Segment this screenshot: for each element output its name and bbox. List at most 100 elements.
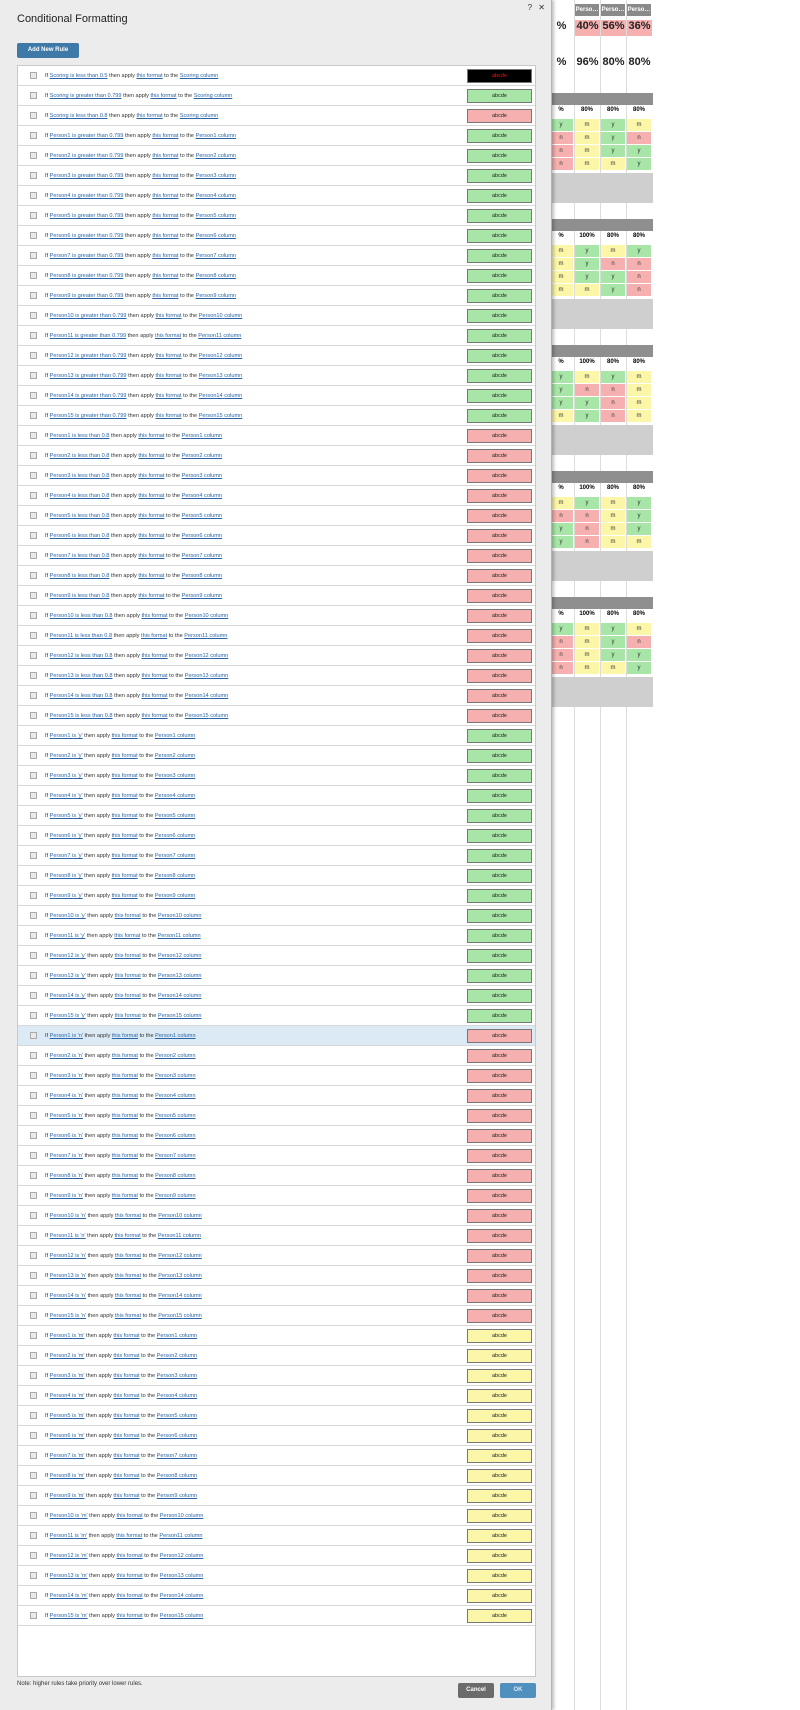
rule-format-link[interactable]: this format xyxy=(111,1173,138,1179)
rule-row[interactable]: If Person2 is greater than 0.799 then ap… xyxy=(18,146,535,166)
rule-target-column-link[interactable]: Person7 column xyxy=(157,1453,197,1459)
format-preview-swatch[interactable]: abcde xyxy=(467,1549,532,1563)
format-preview-swatch[interactable]: abcde xyxy=(467,329,532,343)
rule-format-link[interactable]: this format xyxy=(152,233,179,239)
rule-delete-icon[interactable] xyxy=(30,852,37,859)
rule-condition-link[interactable]: Person8 is less than 0.8 xyxy=(50,573,110,579)
format-preview-swatch[interactable]: abcde xyxy=(467,349,532,363)
format-preview-swatch[interactable]: abcde xyxy=(467,409,532,423)
rule-format-link[interactable]: this format xyxy=(152,253,179,259)
rule-row[interactable]: If Person4 is greater than 0.799 then ap… xyxy=(18,186,535,206)
rule-row[interactable]: If Person15 is 'y' then apply this forma… xyxy=(18,1006,535,1026)
rule-delete-icon[interactable] xyxy=(30,1612,37,1619)
rule-row[interactable]: If Person5 is 'n' then apply this format… xyxy=(18,1106,535,1126)
add-new-rule-button[interactable]: Add New Rule xyxy=(17,43,79,58)
rule-condition-link[interactable]: Person13 is 'y' xyxy=(50,973,86,979)
rule-row[interactable]: If Person12 is 'm' then apply this forma… xyxy=(18,1546,535,1566)
rule-format-link[interactable]: this format xyxy=(114,1313,142,1319)
rule-row[interactable]: If Person10 is 'n' then apply this forma… xyxy=(18,1206,535,1226)
rule-format-link[interactable]: this format xyxy=(155,353,182,359)
rule-target-column-link[interactable]: Person1 column xyxy=(157,1333,197,1339)
rule-target-column-link[interactable]: Person15 column xyxy=(158,1013,202,1019)
rule-delete-icon[interactable] xyxy=(30,1372,37,1379)
rule-format-link[interactable]: this format xyxy=(116,1513,143,1519)
format-preview-swatch[interactable]: abcde xyxy=(467,669,532,683)
rule-condition-link[interactable]: Person9 is less than 0.8 xyxy=(50,593,110,599)
rule-condition-link[interactable]: Person4 is 'n' xyxy=(50,1093,83,1099)
rule-target-column-link[interactable]: Person6 column xyxy=(155,833,195,839)
rule-format-link[interactable]: this format xyxy=(155,333,182,339)
format-preview-swatch[interactable]: abcde xyxy=(467,189,532,203)
format-preview-swatch[interactable]: abcde xyxy=(467,1089,532,1103)
rule-delete-icon[interactable] xyxy=(30,492,37,499)
rule-row[interactable]: If Person13 is less than 0.8 then apply … xyxy=(18,666,535,686)
rule-format-link[interactable]: this format xyxy=(114,993,141,999)
rule-format-link[interactable]: this format xyxy=(136,113,163,119)
rule-delete-icon[interactable] xyxy=(30,812,37,819)
rule-delete-icon[interactable] xyxy=(30,472,37,479)
rule-row[interactable]: If Person2 is 'm' then apply this format… xyxy=(18,1346,535,1366)
rule-format-link[interactable]: this format xyxy=(114,953,141,959)
rule-row[interactable]: If Person11 is 'm' then apply this forma… xyxy=(18,1526,535,1546)
rule-target-column-link[interactable]: Person12 column xyxy=(158,953,202,959)
format-preview-swatch[interactable]: abcde xyxy=(467,949,532,963)
rule-target-column-link[interactable]: Person15 column xyxy=(160,1613,204,1619)
rule-target-column-link[interactable]: Person13 column xyxy=(158,973,202,979)
rule-condition-link[interactable]: Person7 is greater than 0.799 xyxy=(50,253,124,259)
rule-row[interactable]: If Person4 is 'n' then apply this format… xyxy=(18,1086,535,1106)
rule-condition-link[interactable]: Person10 is 'm' xyxy=(50,1513,88,1519)
rule-target-column-link[interactable]: Scoring column xyxy=(180,73,219,79)
rule-format-link[interactable]: this format xyxy=(113,1353,140,1359)
format-preview-swatch[interactable]: abcde xyxy=(467,1589,532,1603)
rule-target-column-link[interactable]: Person10 column xyxy=(158,913,202,919)
rule-format-link[interactable]: this format xyxy=(111,793,138,799)
rule-row[interactable]: If Person11 is 'n' then apply this forma… xyxy=(18,1226,535,1246)
rule-condition-link[interactable]: Person3 is greater than 0.799 xyxy=(50,173,124,179)
rule-row[interactable]: If Person8 is 'm' then apply this format… xyxy=(18,1466,535,1486)
rule-delete-icon[interactable] xyxy=(30,332,37,339)
rule-target-column-link[interactable]: Person15 column xyxy=(158,1313,202,1319)
rule-delete-icon[interactable] xyxy=(30,552,37,559)
rule-format-link[interactable]: this format xyxy=(155,373,182,379)
rule-format-link[interactable]: this format xyxy=(111,853,138,859)
rule-target-column-link[interactable]: Person14 column xyxy=(158,993,202,999)
rule-target-column-link[interactable]: Person13 column xyxy=(160,1573,204,1579)
rule-format-link[interactable]: this format xyxy=(111,893,138,899)
rule-condition-link[interactable]: Person8 is 'n' xyxy=(50,1173,83,1179)
rule-target-column-link[interactable]: Person3 column xyxy=(157,1373,197,1379)
rule-format-link[interactable]: this format xyxy=(114,933,141,939)
rule-condition-link[interactable]: Person15 is less than 0.8 xyxy=(50,713,113,719)
rule-delete-icon[interactable] xyxy=(30,692,37,699)
rule-row[interactable]: If Person15 is less than 0.8 then apply … xyxy=(18,706,535,726)
rule-condition-link[interactable]: Person1 is 'm' xyxy=(50,1333,85,1339)
rule-row[interactable]: If Person12 is less than 0.8 then apply … xyxy=(18,646,535,666)
rule-row[interactable]: If Person15 is 'm' then apply this forma… xyxy=(18,1606,535,1626)
rule-condition-link[interactable]: Person3 is less than 0.8 xyxy=(50,473,110,479)
rule-row[interactable]: If Person9 is greater than 0.799 then ap… xyxy=(18,286,535,306)
rule-target-column-link[interactable]: Person4 column xyxy=(155,1093,195,1099)
rule-format-link[interactable]: this format xyxy=(136,73,163,79)
rule-format-link[interactable]: this format xyxy=(113,1493,140,1499)
rule-condition-link[interactable]: Person7 is 'y' xyxy=(50,853,83,859)
format-preview-swatch[interactable]: abcde xyxy=(467,789,532,803)
rule-row[interactable]: If Person12 is 'n' then apply this forma… xyxy=(18,1246,535,1266)
close-icon[interactable]: ✕ xyxy=(538,3,545,12)
rule-format-link[interactable]: this format xyxy=(116,1553,143,1559)
rule-delete-icon[interactable] xyxy=(30,592,37,599)
rule-condition-link[interactable]: Person9 is 'y' xyxy=(50,893,83,899)
rule-row[interactable]: If Person9 is 'm' then apply this format… xyxy=(18,1486,535,1506)
rule-delete-icon[interactable] xyxy=(30,1172,37,1179)
format-preview-swatch[interactable]: abcde xyxy=(467,969,532,983)
rule-format-link[interactable]: this format xyxy=(113,1453,140,1459)
rule-target-column-link[interactable]: Person5 column xyxy=(182,513,222,519)
rule-delete-icon[interactable] xyxy=(30,532,37,539)
rule-format-link[interactable]: this format xyxy=(141,633,168,639)
rule-condition-link[interactable]: Person15 is greater than 0.799 xyxy=(50,413,127,419)
rule-target-column-link[interactable]: Person8 column xyxy=(155,1173,195,1179)
rule-target-column-link[interactable]: Person4 column xyxy=(157,1393,197,1399)
rule-target-column-link[interactable]: Person9 column xyxy=(196,293,236,299)
rule-format-link[interactable]: this format xyxy=(141,673,168,679)
rule-row[interactable]: If Person12 is 'y' then apply this forma… xyxy=(18,946,535,966)
format-preview-swatch[interactable]: abcde xyxy=(467,429,532,443)
rule-format-link[interactable]: this format xyxy=(141,653,168,659)
